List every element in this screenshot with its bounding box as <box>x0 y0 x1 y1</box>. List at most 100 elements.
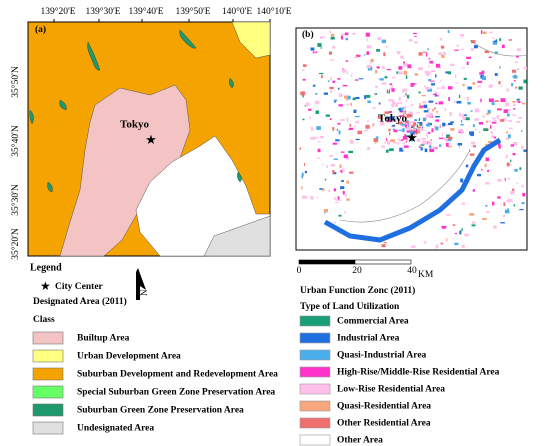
zone-patch <box>350 74 353 77</box>
zone-patch <box>349 139 353 142</box>
zone-patch <box>397 102 403 104</box>
zone-patch <box>452 224 456 226</box>
zone-patch <box>425 87 430 90</box>
zone-patch <box>352 97 356 101</box>
legend-label: Undesignated Area <box>77 424 154 434</box>
zone-patch <box>407 94 410 99</box>
zone-patch <box>469 213 475 216</box>
zone-patch <box>365 95 371 98</box>
zone-patch <box>441 54 445 58</box>
zone-patch <box>377 78 379 80</box>
zone-patch <box>408 39 413 42</box>
zone-patch <box>446 134 450 138</box>
zone-patch <box>398 71 403 75</box>
zone-patch <box>465 164 469 168</box>
zone-patch <box>340 151 345 153</box>
city-center-star: ★ <box>406 130 418 145</box>
zone-patch <box>484 163 487 168</box>
zone-patch <box>511 83 514 87</box>
zone-patch <box>481 70 485 75</box>
zone-patch <box>379 78 384 81</box>
zone-patch <box>441 85 446 90</box>
zone-patch <box>422 51 427 53</box>
zone-patch <box>438 52 442 56</box>
zone-patch <box>512 100 516 103</box>
legend-label: Quasi-Residential Area <box>337 402 431 412</box>
zone-patch <box>301 69 305 71</box>
zone-patch <box>513 75 518 79</box>
legend-b: Urban Function Zonc (2011) Type of Land … <box>300 285 415 312</box>
zone-patch <box>312 84 316 87</box>
zone-patch <box>502 214 505 218</box>
zone-patch <box>512 153 516 156</box>
zone-patch <box>463 97 466 99</box>
zone-patch <box>515 86 518 89</box>
zone-patch <box>344 211 346 214</box>
zone-patch <box>338 130 341 135</box>
zone-patch <box>404 110 406 114</box>
legend-label: Suburban Development and Redevelopment A… <box>77 370 278 380</box>
zone-patch <box>428 141 432 145</box>
zone-patch <box>373 138 379 142</box>
zone-patch <box>473 145 476 148</box>
zone-patch <box>401 139 404 141</box>
zone-patch <box>398 115 404 117</box>
zone-patch <box>442 122 446 127</box>
zone-patch <box>381 65 385 69</box>
zone-patch <box>405 135 411 137</box>
zone-patch <box>461 227 463 232</box>
green-zone <box>29 109 34 125</box>
zone-patch <box>392 117 395 121</box>
scale-label: 20 <box>352 266 362 276</box>
zone-patch <box>381 145 385 148</box>
zone-patch <box>405 139 409 141</box>
zone-patch <box>508 39 513 41</box>
zone-patch <box>329 154 333 157</box>
zone-patch <box>340 35 344 40</box>
zone-patch <box>429 145 432 149</box>
zone-patch <box>299 147 302 150</box>
zone-patch <box>448 71 451 75</box>
zone-patch <box>333 89 335 91</box>
zone-patch <box>509 127 513 130</box>
zone-patch <box>434 147 439 149</box>
lon-label: 140°10'E <box>256 6 291 17</box>
zone-patch <box>429 80 435 82</box>
zone-patch <box>341 180 344 182</box>
zone-patch <box>506 162 510 167</box>
zone-patch <box>315 110 319 114</box>
legend-swatch <box>32 421 64 435</box>
zone-patch <box>481 169 483 171</box>
zone-patch <box>431 83 435 86</box>
panel-label: (a) <box>35 24 46 35</box>
zone-patch <box>506 88 509 92</box>
zone-patch <box>337 78 341 80</box>
zone-patch <box>448 123 453 126</box>
zone-patch <box>342 84 348 87</box>
zone-patch <box>423 241 427 244</box>
zone-patch <box>510 159 512 163</box>
zone-patch <box>513 103 516 106</box>
zone-patch <box>302 94 304 98</box>
zone-patch <box>499 38 502 41</box>
zone-patch <box>450 127 455 131</box>
zone-patch <box>485 157 490 162</box>
zone-patch <box>477 80 483 83</box>
zone-patch <box>428 58 431 60</box>
zone-patch <box>364 95 367 99</box>
zone-patch <box>386 69 392 71</box>
city-center-star: ★ <box>145 132 157 147</box>
zone-patch <box>485 205 488 207</box>
zone-patch <box>330 33 335 37</box>
zone-patch <box>458 146 460 149</box>
zone-patch <box>314 51 316 54</box>
lon-label: 140°0'E <box>222 6 253 17</box>
zone-patch <box>419 105 424 108</box>
zone-patch <box>477 173 481 177</box>
zone-patch <box>493 136 497 139</box>
zone-patch <box>498 81 501 85</box>
boundary-line <box>469 39 528 57</box>
zone-patch <box>445 71 450 74</box>
